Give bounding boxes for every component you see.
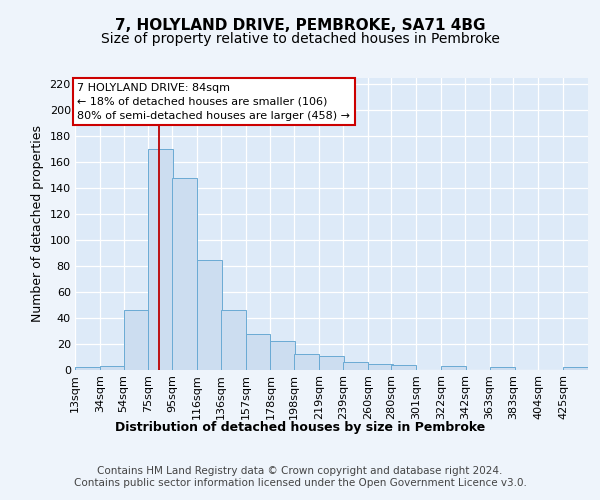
- Bar: [441, 366, 466, 370]
- Text: Size of property relative to detached houses in Pembroke: Size of property relative to detached ho…: [101, 32, 499, 46]
- Bar: [245, 334, 271, 370]
- Bar: [343, 362, 368, 370]
- Bar: [148, 149, 173, 370]
- Bar: [221, 310, 245, 370]
- Bar: [197, 260, 222, 370]
- Text: Contains HM Land Registry data © Crown copyright and database right 2024.: Contains HM Land Registry data © Crown c…: [97, 466, 503, 476]
- Bar: [563, 368, 588, 370]
- Y-axis label: Number of detached properties: Number of detached properties: [31, 125, 44, 322]
- Text: 7, HOLYLAND DRIVE, PEMBROKE, SA71 4BG: 7, HOLYLAND DRIVE, PEMBROKE, SA71 4BG: [115, 18, 485, 32]
- Bar: [319, 356, 344, 370]
- Bar: [100, 366, 125, 370]
- Text: Distribution of detached houses by size in Pembroke: Distribution of detached houses by size …: [115, 421, 485, 434]
- Bar: [294, 354, 319, 370]
- Text: Contains public sector information licensed under the Open Government Licence v3: Contains public sector information licen…: [74, 478, 526, 488]
- Bar: [75, 368, 100, 370]
- Bar: [124, 310, 148, 370]
- Bar: [271, 342, 295, 370]
- Bar: [172, 178, 197, 370]
- Bar: [391, 365, 416, 370]
- Bar: [368, 364, 392, 370]
- Bar: [490, 368, 515, 370]
- Text: 7 HOLYLAND DRIVE: 84sqm
← 18% of detached houses are smaller (106)
80% of semi-d: 7 HOLYLAND DRIVE: 84sqm ← 18% of detache…: [77, 82, 350, 120]
